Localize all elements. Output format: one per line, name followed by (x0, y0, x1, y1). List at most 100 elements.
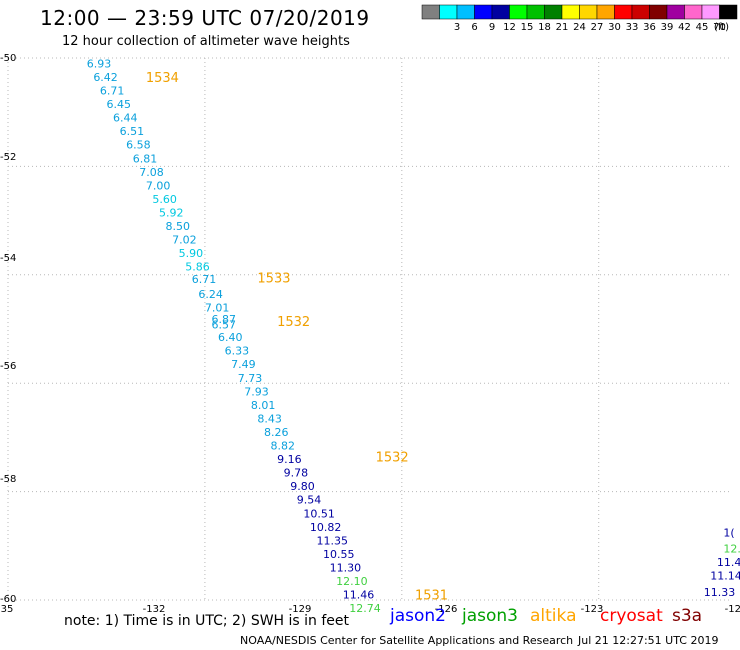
wave-height-value: 11.35 (316, 534, 348, 547)
wave-height-value: 7.02 (172, 234, 197, 247)
wave-height-value: 8.82 (271, 440, 296, 453)
wave-height-value: 9.78 (284, 467, 309, 480)
wave-height-value: 9.16 (277, 453, 302, 466)
legend-tick-label: 70 (713, 22, 726, 33)
wave-height-value: 6.93 (87, 57, 112, 70)
wave-height-value: 6.58 (126, 139, 150, 152)
wave-height-value: 12.10 (336, 575, 368, 588)
wave-height-value: 6.81 (133, 152, 158, 165)
legend-tick-label: 36 (643, 22, 656, 33)
map-subtitle: 12 hour collection of altimeter wave hei… (62, 34, 350, 49)
wave-height-value: 6.71 (100, 85, 125, 98)
legend-tick-label: 9 (489, 22, 495, 33)
pass-number-label: 1532 (277, 315, 310, 330)
legend-swatch (596, 4, 615, 20)
legend-tick-label: 27 (591, 22, 604, 33)
wave-height-value: 6.44 (113, 112, 138, 125)
wave-height-value: 7.01 (205, 301, 230, 314)
legend-tick-label: 15 (521, 22, 534, 33)
pass-number-label: 1532 (376, 450, 409, 465)
legend-swatch (614, 4, 633, 20)
legend-unit: (ft) (714, 22, 729, 33)
latitude-tick-label: -52 (0, 152, 16, 163)
wave-height-value: 10.82 (310, 521, 342, 534)
legend-tick-label: 18 (538, 22, 551, 33)
wave-height-value: 5.90 (179, 247, 204, 260)
legend-tick-label: 6 (471, 22, 477, 33)
legend-swatch (421, 4, 440, 20)
longitude-tick-label: -132 (143, 604, 166, 615)
wave-height-value: 10.51 (303, 507, 335, 520)
pass-number-label: 1531 (415, 589, 448, 604)
wave-height-value: 8.01 (251, 399, 276, 412)
wave-height-value: 5.92 (159, 206, 184, 219)
legend-tick-label: 30 (608, 22, 621, 33)
legend-swatch (684, 4, 703, 20)
wave-height-value: 11.33 (704, 586, 736, 599)
wave-height-value: 12.74 (349, 602, 381, 615)
latitude-tick-label: -50 (0, 53, 16, 64)
legend-tick-label: 21 (556, 22, 569, 33)
longitude-tick-label: -124 (725, 604, 740, 615)
wave-height-value: 6.24 (198, 288, 223, 301)
legend-tick-label: 45 (696, 22, 709, 33)
axis-tick-labels: -135 -132 -129 -126 -123 -124 -50 -52 -54 -56 -58 -… (0, 53, 740, 615)
generated-timestamp: Jul 21 12:27:51 UTC 2019 (578, 634, 719, 647)
latitude-tick-label: -56 (0, 361, 16, 372)
longitude-tick-label: -129 (289, 604, 312, 615)
map-title: 12:00 — 23:59 UTC 07/20/2019 (40, 6, 370, 30)
legend-swatch (544, 4, 563, 20)
legend-swatch (649, 4, 668, 20)
legend-swatch (631, 4, 650, 20)
wave-height-value: 12. (723, 543, 740, 556)
legend-tick-label: 42 (678, 22, 691, 33)
wave-height-value: 6.33 (225, 345, 250, 358)
legend-tick-label: 12 (503, 22, 516, 33)
legend-swatch (439, 4, 458, 20)
wave-height-value: 11.46 (343, 589, 375, 602)
satellite-label-s3a: s3a (672, 606, 703, 626)
wave-height-value: 5.86 (185, 261, 210, 274)
wave-height-value: 6.42 (93, 71, 118, 84)
wave-height-value: 8.50 (166, 220, 191, 233)
color-scale-legend: 3 6 9 12 15 18 21 24 27 30 33 36 39 42 45 70(ft) (421, 4, 738, 33)
wave-height-value: 7.93 (244, 385, 268, 398)
longitude-tick-label: -123 (581, 604, 604, 615)
legend-swatch (666, 4, 685, 20)
wave-height-value: 1( (723, 526, 734, 539)
longitude-tick-label: -135 (0, 604, 13, 615)
wave-height-value: 6.51 (120, 125, 145, 138)
wave-height-value: 7.08 (139, 166, 164, 179)
satellite-label-jason3: jason3 (462, 606, 518, 626)
wave-height-value: 9.54 (297, 494, 322, 507)
wave-height-value: 9.80 (290, 480, 315, 493)
latitude-tick-label: -60 (0, 594, 16, 605)
satellite-label-altika: altika (530, 606, 577, 626)
legend-swatch (719, 4, 738, 20)
pass-number-label: 1534 (146, 71, 179, 86)
latitude-tick-label: -54 (0, 253, 16, 264)
wave-height-value: 6.71 (192, 273, 217, 286)
wave-height-value: 11.14 (710, 570, 740, 583)
pass-number-label: 1533 (257, 272, 290, 287)
units-note: note: 1) Time is in UTC; 2) SWH is in fe… (64, 613, 350, 629)
lat-lon-grid (7, 57, 730, 601)
legend-swatch (509, 4, 528, 20)
wave-height-value: 7.73 (238, 372, 263, 385)
satellite-label-jason2: jason2 (390, 606, 446, 626)
wave-height-value: 7.00 (146, 179, 171, 192)
legend-swatch (701, 4, 720, 20)
legend-swatch (526, 4, 545, 20)
wave-height-value: 11.30 (330, 561, 362, 574)
orbit-pass-labels: 1534 1533 1532 1532 1531 (146, 71, 448, 604)
legend-swatch (491, 4, 510, 20)
legend-tick-label: 39 (661, 22, 674, 33)
longitude-tick-label: -126 (435, 604, 458, 615)
wave-height-readings: 6.936.426.716.456.446.516.586.817.087.00… (87, 57, 740, 615)
legend-swatch (456, 4, 475, 20)
legend-swatch (561, 4, 580, 20)
wave-height-value: 6.45 (106, 98, 131, 111)
wave-height-value: 8.26 (264, 426, 289, 439)
satellite-label-cryosat: cryosat (600, 606, 663, 626)
